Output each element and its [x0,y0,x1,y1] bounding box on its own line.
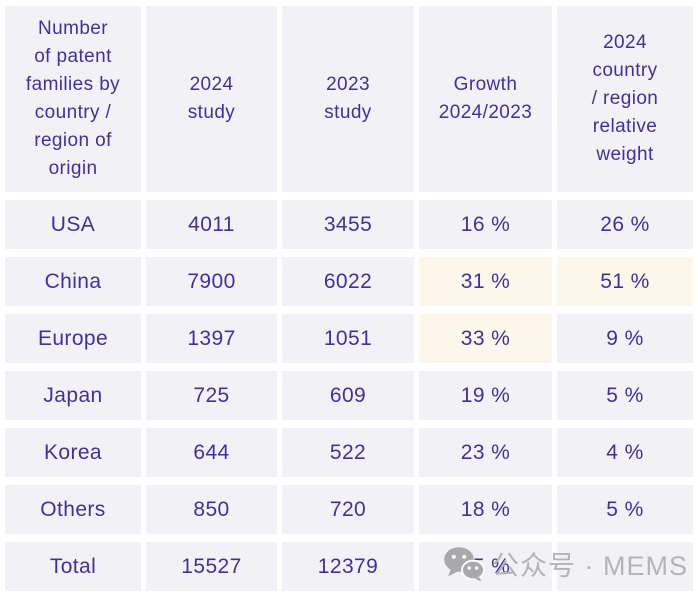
region-cell: China [5,257,141,306]
study-2024-cell: 725 [146,371,277,420]
study-2023-cell: 609 [282,371,414,420]
study-2023-cell: 3455 [282,200,414,249]
header-growth: Growth 2024/2023 [419,6,552,192]
study-2024-cell: 4011 [146,200,277,249]
table-row: China 7900 6022 31 % 51 % [5,257,693,306]
header-region: Number of patent families by country / r… [5,6,141,192]
region-cell: Total [5,542,141,591]
table-row: Korea 644 522 23 % 4 % [5,428,693,477]
table-row: Others 850 720 18 % 5 % [5,485,693,534]
study-2023-cell: 720 [282,485,414,534]
weight-cell: 5 % [557,485,693,534]
weight-cell: 51 % [557,257,693,306]
growth-cell: 19 % [419,371,552,420]
weight-cell [557,542,693,591]
header-2024-study: 2024 study [146,6,277,192]
study-2023-cell: 6022 [282,257,414,306]
region-cell: USA [5,200,141,249]
study-2024-cell: 1397 [146,314,277,363]
study-2023-cell: 12379 [282,542,414,591]
study-2023-cell: 1051 [282,314,414,363]
growth-cell: 16 % [419,200,552,249]
region-cell: Korea [5,428,141,477]
weight-cell: 9 % [557,314,693,363]
growth-cell: 18 % [419,485,552,534]
study-2023-cell: 522 [282,428,414,477]
table-row: Europe 1397 1051 33 % 9 % [5,314,693,363]
growth-cell: 25 % [419,542,552,591]
study-2024-cell: 644 [146,428,277,477]
header-row: Number of patent families by country / r… [5,6,693,192]
growth-cell: 31 % [419,257,552,306]
table-row: Japan 725 609 19 % 5 % [5,371,693,420]
growth-cell: 33 % [419,314,552,363]
study-2024-cell: 850 [146,485,277,534]
growth-cell: 23 % [419,428,552,477]
header-relative-weight: 2024 country / region relative weight [557,6,693,192]
weight-cell: 5 % [557,371,693,420]
study-2024-cell: 15527 [146,542,277,591]
region-cell: Japan [5,371,141,420]
header-2023-study: 2023 study [282,6,414,192]
study-2024-cell: 7900 [146,257,277,306]
weight-cell: 26 % [557,200,693,249]
region-cell: Europe [5,314,141,363]
region-cell: Others [5,485,141,534]
table-row: USA 4011 3455 16 % 26 % [5,200,693,249]
table-row-total: Total 15527 12379 25 % [5,542,693,591]
weight-cell: 4 % [557,428,693,477]
